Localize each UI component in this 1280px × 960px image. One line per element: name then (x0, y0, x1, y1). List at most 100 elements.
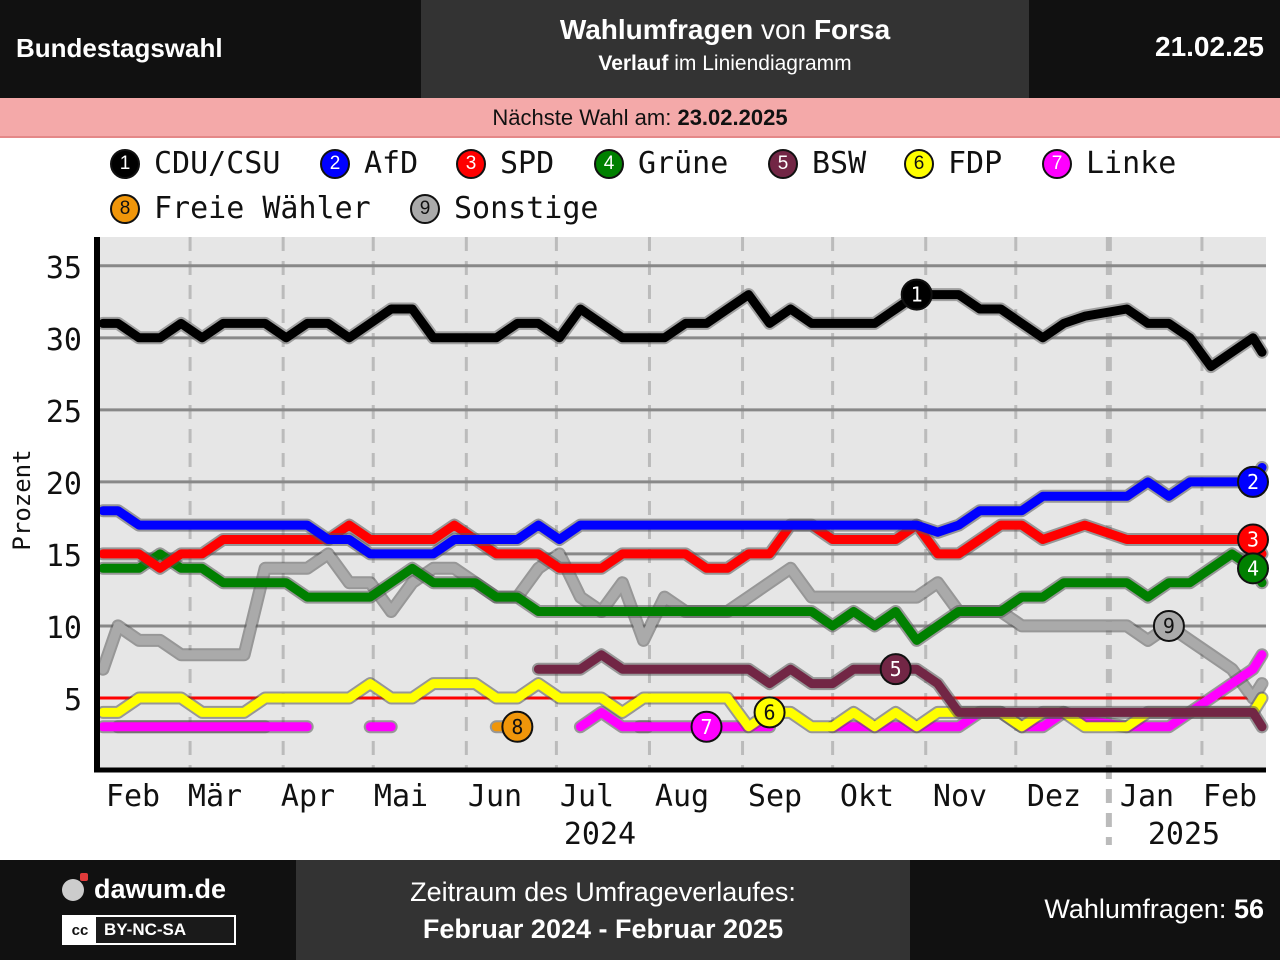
series-marker: 7 (690, 710, 723, 743)
x-tick-label: Mär (188, 779, 242, 814)
poll-count: Wahlumfragen: 56 (1044, 894, 1264, 925)
legend-item: 8 Freie Wähler (110, 191, 371, 226)
svg-text:3: 3 (1247, 528, 1259, 552)
legend-badge: 5 (768, 148, 798, 179)
series-marker: 3 (1236, 523, 1269, 556)
legend-item: 3 SPD (456, 146, 554, 181)
footer-period: Zeitraum des Umfrageverlaufes: Februar 2… (296, 860, 910, 960)
period-label: Zeitraum des Umfrageverlaufes: (410, 877, 796, 907)
legend-label: Sonstige (454, 191, 599, 226)
next-election-banner: Nächste Wahl am: 23.02.2025 (0, 98, 1280, 138)
legend-badge: 4 (594, 148, 624, 179)
series-marker: 8 (501, 710, 534, 743)
subheading-bold: Verlauf (598, 52, 669, 75)
x-tick-label: Apr (281, 779, 335, 814)
svg-text:9: 9 (1163, 614, 1175, 638)
x-tick-label: Dez (1027, 779, 1081, 814)
header-bar: Bundestagswahl Wahlumfragen von Forsa Ve… (0, 0, 1280, 98)
x-tick-label: Feb (106, 779, 160, 814)
legend-label: Freie Wähler (154, 191, 371, 226)
y-axis-label: Prozent (8, 449, 36, 550)
legend-label: BSW (812, 146, 867, 181)
license-badge[interactable]: cc BY-NC-SA (62, 915, 236, 945)
y-tick-label: 5 (64, 683, 82, 718)
year-label: 2024 (564, 817, 636, 852)
svg-text:2: 2 (1247, 470, 1259, 494)
legend-label: FDP (948, 146, 1003, 181)
heading-plain-1: von (753, 14, 814, 45)
svg-text:6: 6 (764, 700, 776, 724)
svg-text:4: 4 (1247, 556, 1259, 580)
x-tick-label: Mai (374, 779, 428, 814)
x-tick-label: Nov (933, 779, 987, 814)
y-tick-label: 10 (46, 611, 82, 646)
legend-label: Grüne (638, 146, 729, 181)
series-line (828, 650, 1267, 732)
series-marker: 4 (1236, 552, 1269, 585)
svg-text:8: 8 (511, 715, 523, 739)
brand[interactable]: dawum.de (62, 872, 282, 905)
legend-label: AfD (364, 146, 419, 181)
y-tick-label: 25 (46, 395, 82, 430)
series-marker: 9 (1152, 609, 1185, 642)
creative-commons-icon: cc (64, 917, 96, 943)
legend-badge: 3 (456, 148, 486, 179)
svg-text:5: 5 (890, 657, 902, 681)
chart-heading: Wahlumfragen von Forsa Verlauf im Linien… (421, 0, 1029, 98)
svg-text:7: 7 (700, 715, 712, 739)
series-marker: 6 (753, 696, 786, 729)
x-tick-label: Feb (1203, 779, 1257, 814)
y-tick-label: 20 (46, 467, 82, 502)
legend-item: 2 AfD (320, 146, 418, 181)
legend-badge: 6 (904, 148, 934, 179)
legend-badge: 2 (320, 148, 350, 179)
footer-brand-block: dawum.de cc BY-NC-SA (62, 872, 282, 945)
series-line (98, 463, 1267, 559)
y-tick-label: 35 (46, 251, 82, 286)
x-tick-label: Jul (560, 779, 614, 814)
series-marker: 5 (879, 653, 912, 686)
year-label: 2025 (1148, 817, 1220, 852)
poll-count-value: 56 (1233, 894, 1264, 924)
election-title: Bundestagswahl (16, 33, 223, 63)
series-line (98, 290, 1267, 372)
bomb-logo-icon (62, 872, 88, 901)
legend-item: 6 FDP (904, 146, 1002, 181)
legend-item: 1 CDU/CSU (110, 146, 280, 181)
next-election-date: 23.02.2025 (677, 105, 788, 130)
series-marker: 2 (1236, 465, 1269, 498)
y-tick-label: 15 (46, 539, 82, 574)
legend-label: SPD (500, 146, 555, 181)
series-line (98, 549, 1267, 703)
license-text: BY-NC-SA (104, 920, 187, 939)
heading-bold-2: Forsa (813, 14, 891, 45)
footer-bar: dawum.de cc BY-NC-SA Zeitraum des Umfrag… (0, 860, 1280, 960)
x-tick-label: Jun (468, 779, 522, 814)
series-line (98, 549, 1267, 645)
y-tick-label: 30 (46, 323, 82, 358)
svg-text:1: 1 (911, 283, 923, 307)
legend-item: 4 Grüne (594, 146, 728, 181)
legend-item: 5 BSW (768, 146, 866, 181)
legend-badge: 7 (1042, 148, 1072, 179)
x-tick-label: Sep (748, 779, 802, 814)
series-line (98, 520, 1267, 573)
legend-item: 9 Sonstige (410, 191, 599, 226)
next-election-label: Nächste Wahl am: (492, 105, 678, 130)
series-marker: 1 (900, 278, 933, 311)
poll-count-label: Wahlumfragen: (1044, 894, 1234, 924)
x-tick-label: Aug (655, 779, 709, 814)
legend-label: CDU/CSU (154, 146, 281, 181)
x-tick-label: Okt (840, 779, 894, 814)
legend-badge: 9 (410, 193, 440, 224)
header-date: 21.02.25 (1155, 31, 1264, 62)
subheading-plain: im Liniendiagramm (668, 52, 852, 75)
legend-label: Linke (1086, 146, 1177, 181)
legend-item: 7 Linke (1042, 146, 1176, 181)
legend-badge: 1 (110, 148, 140, 179)
x-tick-label: Jan (1120, 779, 1174, 814)
series-line (575, 707, 775, 732)
brand-name: dawum.de (94, 874, 227, 904)
heading-bold-1: Wahlumfragen (559, 14, 754, 45)
